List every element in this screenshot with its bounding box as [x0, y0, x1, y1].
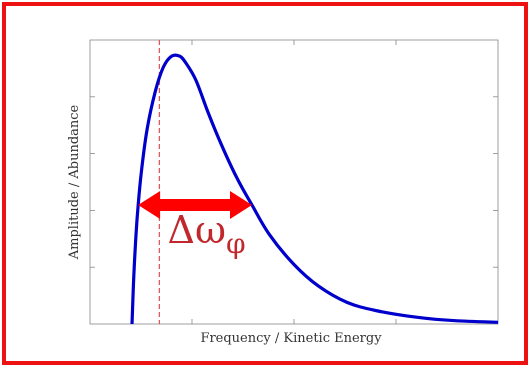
x-axis-label: Frequency / Kinetic Energy	[200, 331, 382, 346]
axis-ticks	[90, 40, 498, 324]
delta-omega-phi-label: Δωφ	[168, 208, 246, 260]
double-arrow-annotation	[138, 191, 252, 219]
axes-box	[89, 39, 499, 325]
series-curve	[130, 53, 498, 324]
double-arrow-shape	[138, 191, 252, 219]
plot-area: Δωφ	[89, 39, 499, 325]
y-axis-label: Amplitude / Abundance	[67, 104, 82, 260]
